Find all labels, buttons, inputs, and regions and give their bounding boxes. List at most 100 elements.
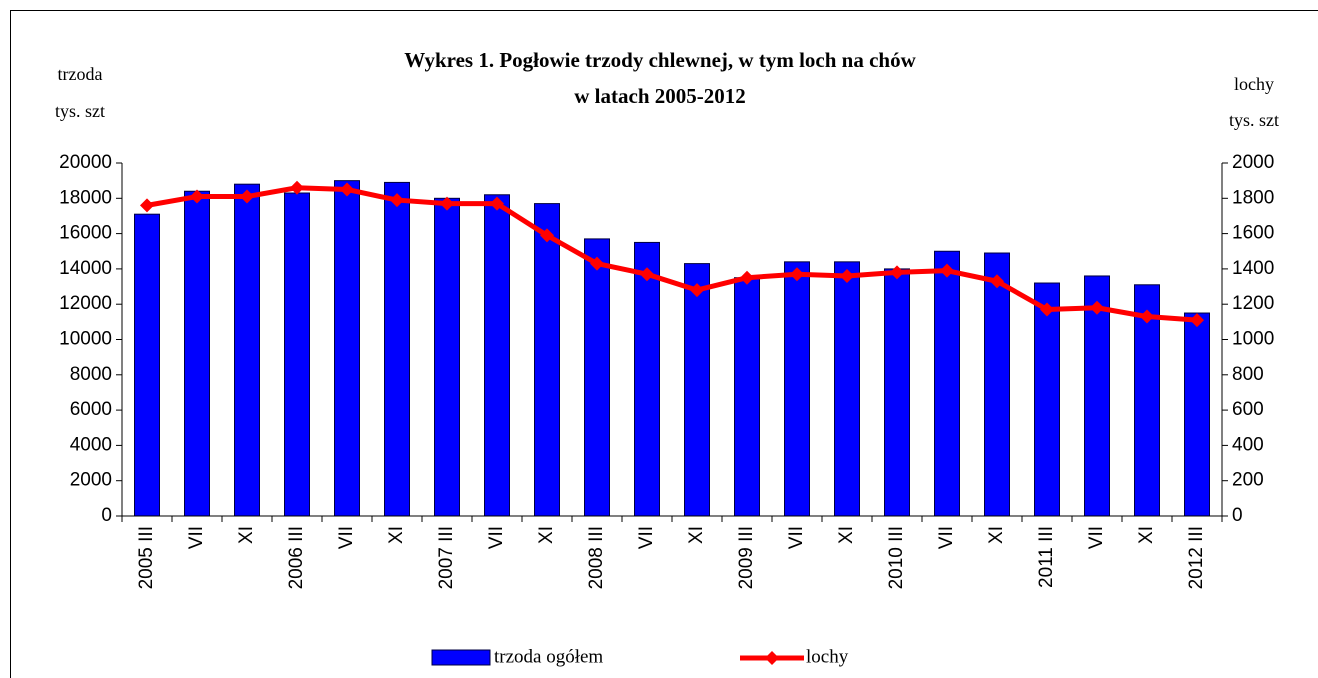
x-tick-label: VII <box>636 526 657 549</box>
marker <box>690 283 704 298</box>
bar <box>284 192 310 517</box>
bar <box>684 263 710 517</box>
bar <box>1084 275 1110 517</box>
legend-label: trzoda ogółem <box>494 646 603 667</box>
bar <box>634 241 660 517</box>
marker <box>340 182 354 197</box>
marker <box>440 196 454 211</box>
y-tick-label: 0 <box>101 505 112 526</box>
chart-title: Wykres 1. Pogłowie trzody chlewnej, w ty… <box>404 48 916 72</box>
y-tick-label: 14000 <box>59 258 112 279</box>
x-tick-label: VII <box>486 526 507 549</box>
marker <box>240 189 254 204</box>
marker <box>1090 300 1104 315</box>
y-tick-label: 12000 <box>59 293 112 314</box>
y-tick-label: 16000 <box>59 223 112 244</box>
bar <box>584 238 610 517</box>
marker <box>840 268 854 283</box>
y-axis-label: tys. szt <box>55 101 105 121</box>
legend-marker <box>765 651 779 665</box>
marker <box>740 270 754 285</box>
bar <box>984 252 1010 517</box>
x-tick-label: VII <box>1086 526 1107 549</box>
y2-tick-label: 1600 <box>1232 223 1274 244</box>
y-tick-label: 10000 <box>59 329 112 350</box>
x-tick-label: VII <box>186 526 207 549</box>
marker <box>490 196 504 211</box>
x-tick-label: XI <box>686 526 707 544</box>
x-tick-label: VII <box>936 526 957 549</box>
y2-axis-label: lochy <box>1234 74 1274 94</box>
marker <box>390 193 404 208</box>
y-tick-label: 4000 <box>70 434 112 455</box>
marker <box>290 180 304 195</box>
y2-axis-label: tys. szt <box>1229 110 1279 130</box>
marker <box>540 228 554 243</box>
marker <box>990 274 1004 289</box>
x-tick-label: VII <box>786 526 807 549</box>
bar <box>234 183 260 517</box>
x-tick-label: 2007 III <box>436 526 457 589</box>
marker <box>1140 309 1154 324</box>
y2-tick-label: 600 <box>1232 399 1264 420</box>
x-tick-label: XI <box>236 526 257 544</box>
bar <box>1184 312 1210 517</box>
bar <box>434 197 460 517</box>
chart-title: w latach 2005-2012 <box>574 84 746 108</box>
x-tick-label: VII <box>336 526 357 549</box>
marker <box>640 267 654 282</box>
y-tick-label: 2000 <box>70 470 112 491</box>
y-tick-label: 6000 <box>70 399 112 420</box>
x-tick-label: 2005 III <box>136 526 157 589</box>
x-tick-label: XI <box>986 526 1007 544</box>
x-tick-label: XI <box>386 526 407 544</box>
y2-tick-label: 800 <box>1232 364 1264 385</box>
y-axis-label: trzoda <box>58 64 103 84</box>
marker <box>1190 313 1204 328</box>
x-tick-label: 2011 III <box>1036 526 1057 588</box>
y2-tick-label: 1800 <box>1232 187 1274 208</box>
marker <box>790 267 804 282</box>
x-tick-label: XI <box>836 526 857 544</box>
bar <box>784 261 810 517</box>
x-tick-label: 2008 III <box>586 526 607 589</box>
bar <box>134 213 160 517</box>
legend-swatch <box>431 649 491 666</box>
x-tick-label: 2009 III <box>736 526 757 589</box>
bar <box>734 277 760 517</box>
marker <box>890 265 904 280</box>
marker <box>940 263 954 278</box>
marker <box>190 189 204 204</box>
frame <box>10 10 1318 678</box>
line <box>146 185 1198 323</box>
y2-tick-label: 1000 <box>1232 329 1274 350</box>
y-tick-label: 18000 <box>59 187 112 208</box>
y-tick-label: 20000 <box>59 152 112 173</box>
bar <box>334 180 360 517</box>
bar <box>384 181 410 517</box>
bar <box>834 261 860 517</box>
y2-tick-label: 1200 <box>1232 293 1274 314</box>
y2-tick-label: 2000 <box>1232 152 1274 173</box>
legend-label: lochy <box>806 646 849 667</box>
bar <box>484 194 510 517</box>
x-tick-label: 2006 III <box>286 526 307 589</box>
y2-tick-label: 1400 <box>1232 258 1274 279</box>
x-tick-label: XI <box>536 526 557 544</box>
bar <box>184 190 210 517</box>
y-tick-label: 8000 <box>70 364 112 385</box>
bar <box>934 250 960 517</box>
bar <box>884 268 910 517</box>
y2-tick-label: 200 <box>1232 470 1264 491</box>
bar <box>1034 282 1060 517</box>
marker <box>1040 302 1054 317</box>
y2-tick-label: 0 <box>1232 505 1243 526</box>
marker <box>140 198 154 213</box>
y2-tick-label: 400 <box>1232 434 1264 455</box>
marker <box>590 256 604 271</box>
x-tick-label: XI <box>1136 526 1157 544</box>
x-tick-label: 2010 III <box>886 526 907 589</box>
x-tick-label: 2012 III <box>1186 526 1207 589</box>
bar <box>534 203 560 517</box>
